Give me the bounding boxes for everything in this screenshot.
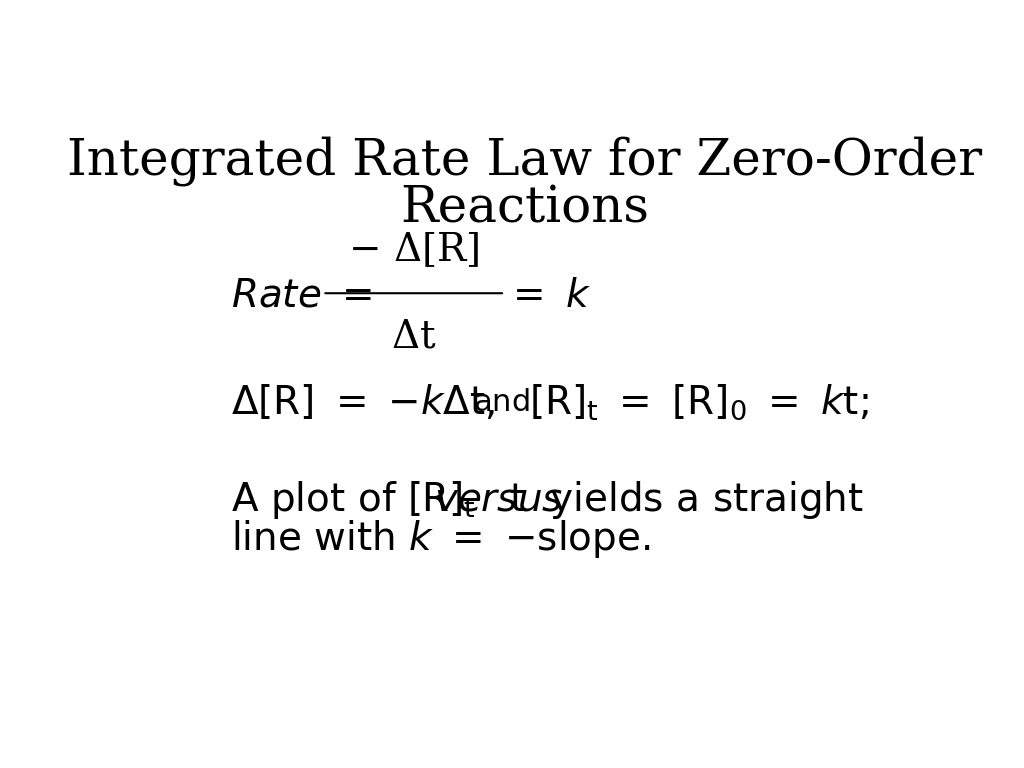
- Text: $\mathrm{A\ plot\ of\ [R]_t}$: $\mathrm{A\ plot\ of\ [R]_t}$: [231, 479, 476, 521]
- Text: $\mathit{Rate}\ =$: $\mathit{Rate}\ =$: [231, 278, 372, 315]
- Text: $\mathit{versus}$: $\mathit{versus}$: [433, 482, 563, 518]
- Text: $=\ \mathit{k}$: $=\ \mathit{k}$: [505, 278, 591, 315]
- Text: $\mathrm{line\ with}\ \mathit{k}\ \mathrm{=\ {-}slope.}$: $\mathrm{line\ with}\ \mathit{k}\ \mathr…: [231, 518, 650, 560]
- Text: Integrated Rate Law for Zero-Order: Integrated Rate Law for Zero-Order: [68, 137, 982, 187]
- Text: $\Delta[\mathrm{R}]\ =\ \mathit{-k}\Delta \mathrm{t},$: $\Delta[\mathrm{R}]\ =\ \mathit{-k}\Delt…: [231, 383, 496, 422]
- Text: $\mathregular{\Delta t}$: $\mathregular{\Delta t}$: [391, 318, 436, 355]
- Text: $\mathrm{t\ \ yields\ a\ straight}$: $\mathrm{t\ \ yields\ a\ straight}$: [509, 479, 863, 521]
- Text: $\mathrm{and}$: $\mathrm{and}$: [473, 387, 529, 418]
- Text: $[\mathrm{R}]_{\mathrm{t}}\ =\ [\mathrm{R}]_{0}\ =\ \mathit{k}\mathrm{t;}$: $[\mathrm{R}]_{\mathrm{t}}\ =\ [\mathrm{…: [528, 382, 868, 422]
- Text: $\mathregular{-\ \Delta[R]}$: $\mathregular{-\ \Delta[R]}$: [348, 230, 479, 270]
- Text: Reactions: Reactions: [400, 184, 649, 233]
